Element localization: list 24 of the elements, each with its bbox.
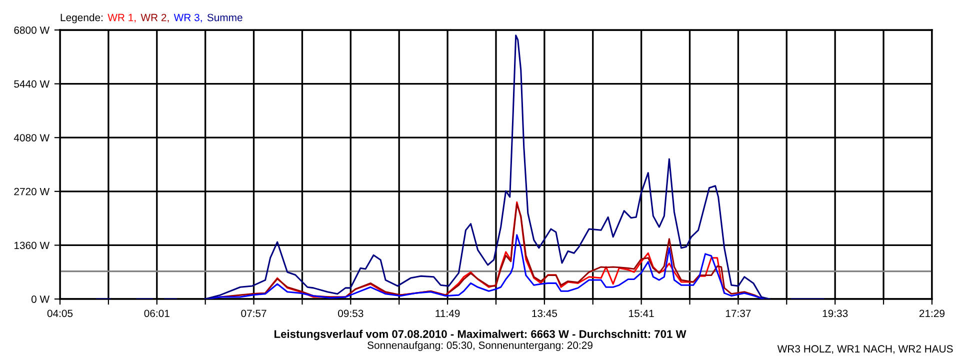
x-tick-label: 13:45: [532, 310, 558, 318]
legend-title: Legende:: [60, 14, 102, 24]
y-tick-label: 1360 W: [14, 242, 50, 250]
x-tick-label: 15:41: [629, 310, 654, 318]
x-tick-label: 21:29: [919, 310, 945, 318]
text: WR3 HOLZ, WR1 NACH, WR2 HAUS: [777, 345, 953, 354]
text: Leistungsverlauf vom 07.08.2010 - Maximalwert: 6663 W - Durchschnitt: 701 W: [274, 330, 686, 340]
x-tick-label: 19:33: [822, 310, 848, 318]
text: Summe: [207, 14, 242, 22]
x-tick-label: 07:57: [241, 310, 266, 318]
y-tick-label: 0 W: [31, 296, 50, 303]
x-tick-label: 06:01: [144, 310, 170, 318]
y-tick-label: 6800 W: [14, 26, 50, 34]
text: Sonnenaufgang: 05:30, Sonnenuntergang: 20:29: [368, 341, 592, 351]
y-tick-label: 4080 W: [14, 134, 50, 142]
x-tick-label: 04:05: [47, 310, 73, 318]
x-tick-label: 09:53: [338, 310, 364, 318]
x-tick-label: 11:49: [436, 310, 460, 318]
text: WR 1,: [108, 14, 136, 22]
text: WR 2,: [140, 14, 169, 22]
y-tick-label: 2720 W: [14, 188, 50, 196]
x-tick-label: 17:37: [726, 310, 751, 318]
y-tick-label: 5440 W: [14, 80, 50, 88]
text: WR 3,: [174, 14, 202, 22]
